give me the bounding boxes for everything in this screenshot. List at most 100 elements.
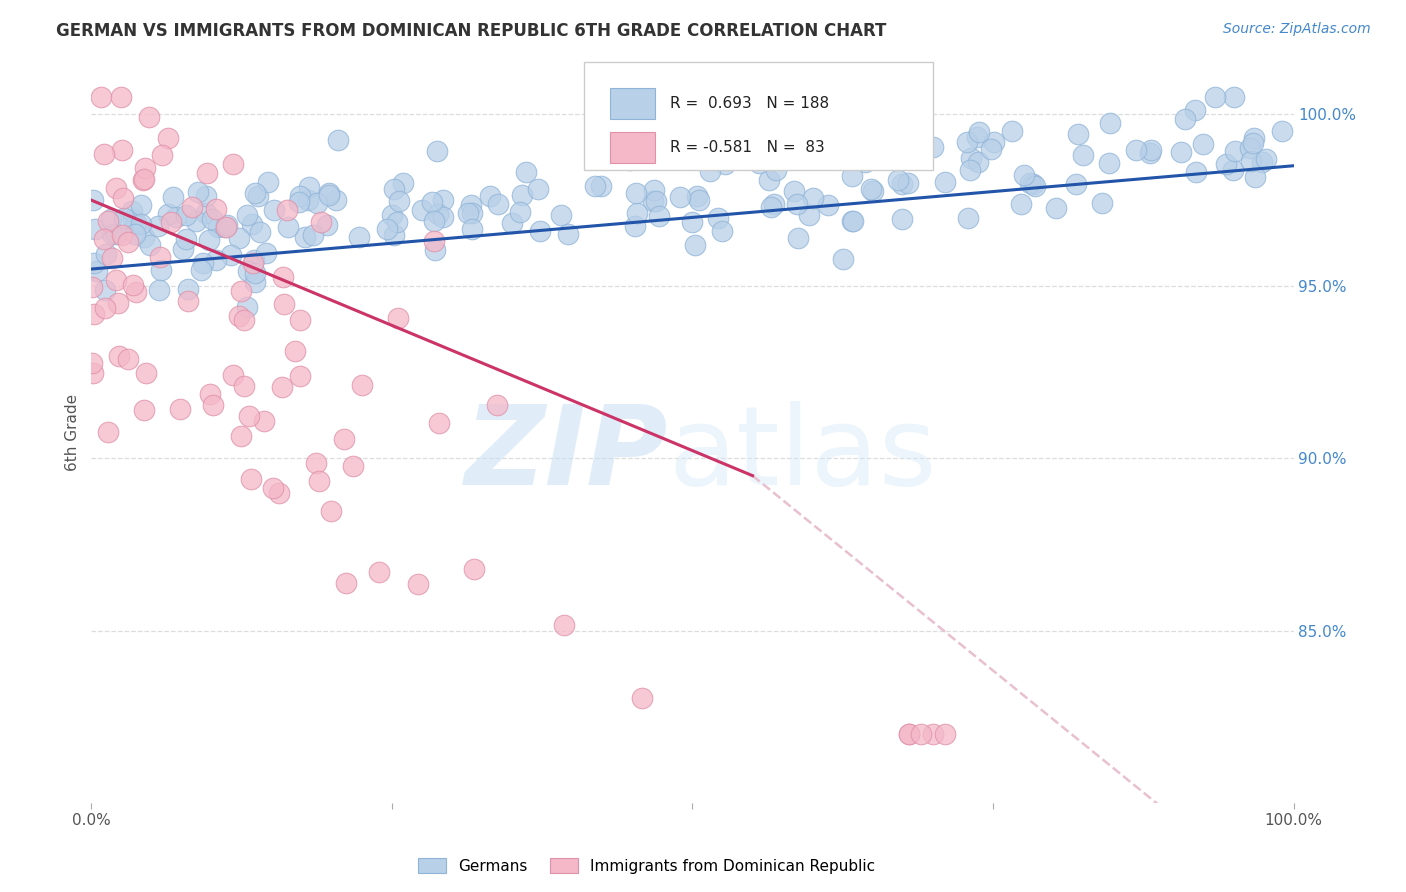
Point (1184, 165, 1206, 179)
Point (177, 282, 200, 296)
Point (270, 380, 292, 394)
Point (463, 562, 485, 576)
Point (631, 136, 654, 151)
Point (686, 189, 709, 203)
Point (411, 202, 433, 217)
Point (149, 250, 172, 264)
Point (104, 227, 127, 242)
Point (325, 193, 347, 207)
Point (215, 218, 238, 232)
Point (683, 237, 706, 252)
Point (1239, 141, 1261, 155)
Point (858, 151, 880, 165)
Point (832, 252, 855, 267)
Point (647, 209, 669, 223)
Point (352, 378, 374, 392)
Point (169, 402, 191, 417)
Point (1191, 136, 1213, 151)
Point (276, 203, 298, 218)
Point (156, 206, 179, 220)
Point (228, 310, 250, 324)
Point (93, 283, 115, 297)
Point (319, 504, 342, 518)
Point (84, 222, 107, 236)
Point (288, 369, 311, 384)
Point (117, 351, 139, 366)
Point (269, 485, 291, 500)
Point (222, 368, 245, 383)
Point (298, 180, 321, 194)
Point (198, 233, 221, 247)
Point (501, 216, 523, 230)
Point (195, 188, 218, 202)
Point (186, 214, 208, 228)
Point (387, 310, 409, 325)
Point (229, 284, 252, 298)
Point (529, 224, 551, 238)
Point (132, 173, 155, 187)
Point (707, 211, 730, 226)
Point (763, 152, 786, 166)
Point (129, 217, 152, 231)
Point (641, 194, 664, 209)
Point (801, 191, 824, 205)
Point (97, 214, 120, 228)
Point (1240, 153, 1263, 168)
Point (86, 264, 108, 278)
Point (1024, 179, 1046, 194)
Point (273, 297, 295, 311)
Point (1250, 154, 1272, 169)
Point (233, 313, 256, 327)
Point (406, 577, 429, 591)
Point (897, 176, 920, 190)
Point (711, 224, 734, 238)
Point (1174, 112, 1197, 126)
Point (1139, 146, 1161, 161)
Point (318, 186, 340, 200)
Point (174, 231, 197, 245)
Point (461, 206, 484, 220)
Point (934, 175, 956, 189)
Point (786, 196, 808, 211)
Point (195, 206, 218, 220)
Point (763, 197, 786, 211)
Point (176, 293, 198, 308)
Point (720, 152, 742, 166)
Point (239, 472, 262, 486)
Point (288, 188, 311, 202)
Legend: Germans, Immigrants from Dominican Republic: Germans, Immigrants from Dominican Repub… (412, 852, 882, 880)
Point (112, 191, 135, 205)
Point (150, 148, 173, 162)
Point (688, 193, 710, 207)
Point (1243, 170, 1265, 185)
Point (388, 194, 411, 208)
Point (94, 301, 117, 315)
Point (890, 212, 912, 227)
FancyBboxPatch shape (585, 62, 934, 169)
Point (83, 255, 105, 269)
Point (368, 565, 391, 579)
Point (591, 179, 613, 194)
Point (1241, 136, 1264, 150)
Point (82, 366, 104, 380)
Point (557, 227, 579, 241)
Point (333, 432, 356, 446)
Point (111, 143, 134, 157)
Point (204, 252, 226, 267)
Point (243, 252, 266, 267)
Point (959, 151, 981, 165)
Point (897, 727, 920, 741)
Point (215, 220, 238, 235)
Point (1098, 156, 1121, 170)
Point (427, 207, 450, 221)
Point (242, 256, 264, 270)
Point (294, 230, 316, 244)
Point (172, 242, 194, 256)
Point (288, 195, 311, 210)
Point (486, 398, 509, 412)
Point (862, 184, 884, 198)
Point (748, 155, 770, 169)
FancyBboxPatch shape (610, 88, 655, 120)
Point (699, 164, 721, 178)
Point (381, 208, 404, 222)
